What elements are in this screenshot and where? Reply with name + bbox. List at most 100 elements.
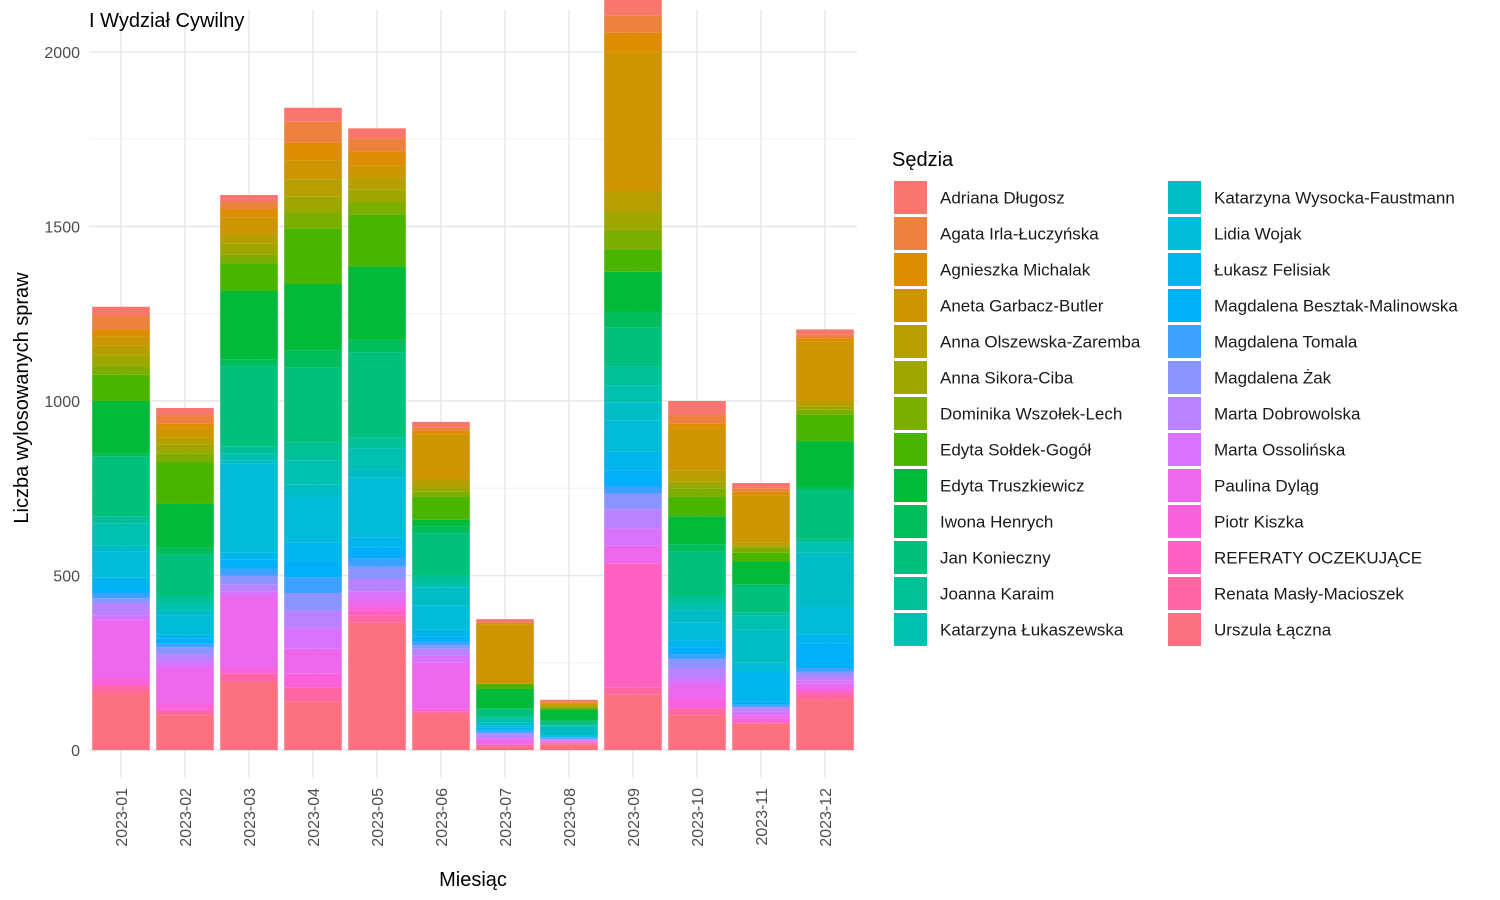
bar-segment xyxy=(668,610,726,623)
bar-segment xyxy=(540,725,598,727)
bar-segment xyxy=(156,668,214,703)
bar-segment xyxy=(476,746,534,751)
bar-segment xyxy=(668,481,726,489)
y-axis-ticks: 0 500 1000 1500 2000 xyxy=(44,45,80,760)
bar-segment xyxy=(284,687,342,702)
bar-segment xyxy=(412,636,470,642)
bar-segment xyxy=(412,486,470,492)
bar-segment xyxy=(732,704,790,707)
bar-segment xyxy=(604,528,662,546)
bar-segment xyxy=(604,563,662,688)
bar-segment xyxy=(732,542,790,546)
bar-segment xyxy=(412,713,470,751)
bar-segment xyxy=(604,249,662,272)
x-tick-label: 2023-04 xyxy=(306,788,323,847)
bar-segment xyxy=(284,142,342,161)
bar-segment xyxy=(732,715,790,719)
bar-segment xyxy=(92,577,150,586)
bar-segment xyxy=(220,463,278,553)
legend-key xyxy=(894,253,927,286)
bar-segment xyxy=(796,538,854,543)
legend-key xyxy=(1168,397,1201,430)
bar-segment xyxy=(796,668,854,672)
bar-segment xyxy=(732,629,790,663)
legend-label: Edyta Sołdek-Gogół xyxy=(940,441,1091,460)
bar-segment xyxy=(92,603,150,616)
legend-key xyxy=(894,397,927,430)
bar-segment xyxy=(604,0,662,16)
legend-label: Magdalena Tomala xyxy=(1214,333,1358,352)
bar-segment xyxy=(796,680,854,684)
bar-segment xyxy=(540,737,598,739)
x-tick-label: 2023-05 xyxy=(370,788,387,847)
bar-segment xyxy=(348,606,406,611)
bar-segment xyxy=(732,545,790,548)
bar-segment xyxy=(284,442,342,461)
bar-segment xyxy=(220,552,278,560)
bar-segment xyxy=(92,453,150,457)
bar-segment xyxy=(604,212,662,230)
legend-key xyxy=(1168,541,1201,574)
bar-segment xyxy=(540,740,598,742)
legend-label: Katarzyna Łukaszewska xyxy=(940,621,1124,640)
bar-segment xyxy=(412,519,470,527)
bar-segment xyxy=(668,414,726,424)
bar-segment xyxy=(476,688,534,709)
bar-segment xyxy=(796,671,854,676)
legend-key xyxy=(1168,325,1201,358)
bar-segment xyxy=(156,462,214,504)
bar-segment xyxy=(476,619,534,623)
bar-segment xyxy=(604,327,662,367)
bar-segment xyxy=(732,584,790,586)
bar-segment xyxy=(796,409,854,415)
legend-key xyxy=(1168,505,1201,538)
legend-label: Łukasz Felisiak xyxy=(1214,261,1331,280)
bar-segment xyxy=(156,437,214,445)
bar-segment xyxy=(604,271,662,312)
legend-key xyxy=(894,505,927,538)
legend-key xyxy=(894,577,927,610)
bar-segment xyxy=(668,678,726,686)
bar-segment xyxy=(156,407,214,415)
bar-segment xyxy=(220,254,278,264)
bar-segment xyxy=(412,662,470,709)
legend-label: Aneta Garbacz-Butler xyxy=(940,297,1104,316)
bar-segment xyxy=(604,509,662,529)
legend-label: Agata Irla-Łuczyńska xyxy=(940,225,1099,244)
bar-segment xyxy=(604,694,662,751)
legend-key xyxy=(894,469,927,502)
bar-segment xyxy=(668,647,726,655)
bar-segment xyxy=(284,107,342,122)
bar-segment xyxy=(284,542,342,562)
bar-segment xyxy=(476,744,534,747)
bar-segment xyxy=(732,547,790,553)
bar-segment xyxy=(156,596,214,604)
bar-segment xyxy=(156,503,214,548)
bar-segment xyxy=(540,703,598,706)
bar-segment xyxy=(220,584,278,592)
bar-segment xyxy=(412,421,470,428)
bar-segment xyxy=(284,350,342,368)
legend-key xyxy=(1168,613,1201,646)
bar-segment xyxy=(220,453,278,461)
bar-segment xyxy=(284,496,342,543)
bar-segment xyxy=(668,488,726,497)
bar-segment xyxy=(540,735,598,737)
bar-segment xyxy=(540,738,598,740)
bar-segment xyxy=(220,682,278,751)
bar-segment xyxy=(668,659,726,669)
legend-label: Edyta Truszkiewicz xyxy=(940,477,1085,496)
bar-segment xyxy=(284,212,342,229)
bar-segment xyxy=(284,460,342,485)
bar-segment xyxy=(796,400,854,407)
bar-segment xyxy=(348,599,406,607)
legend-key xyxy=(894,433,927,466)
bar-segment xyxy=(796,692,854,700)
bar-segment xyxy=(668,603,726,611)
legend-label: Urszula Łączna xyxy=(1214,621,1332,640)
bar-segment xyxy=(348,177,406,190)
bar-segment xyxy=(412,479,470,487)
legend-label: Renata Masły-Macioszek xyxy=(1214,585,1404,604)
bar-segment xyxy=(156,634,214,639)
bar-segment xyxy=(92,336,150,346)
